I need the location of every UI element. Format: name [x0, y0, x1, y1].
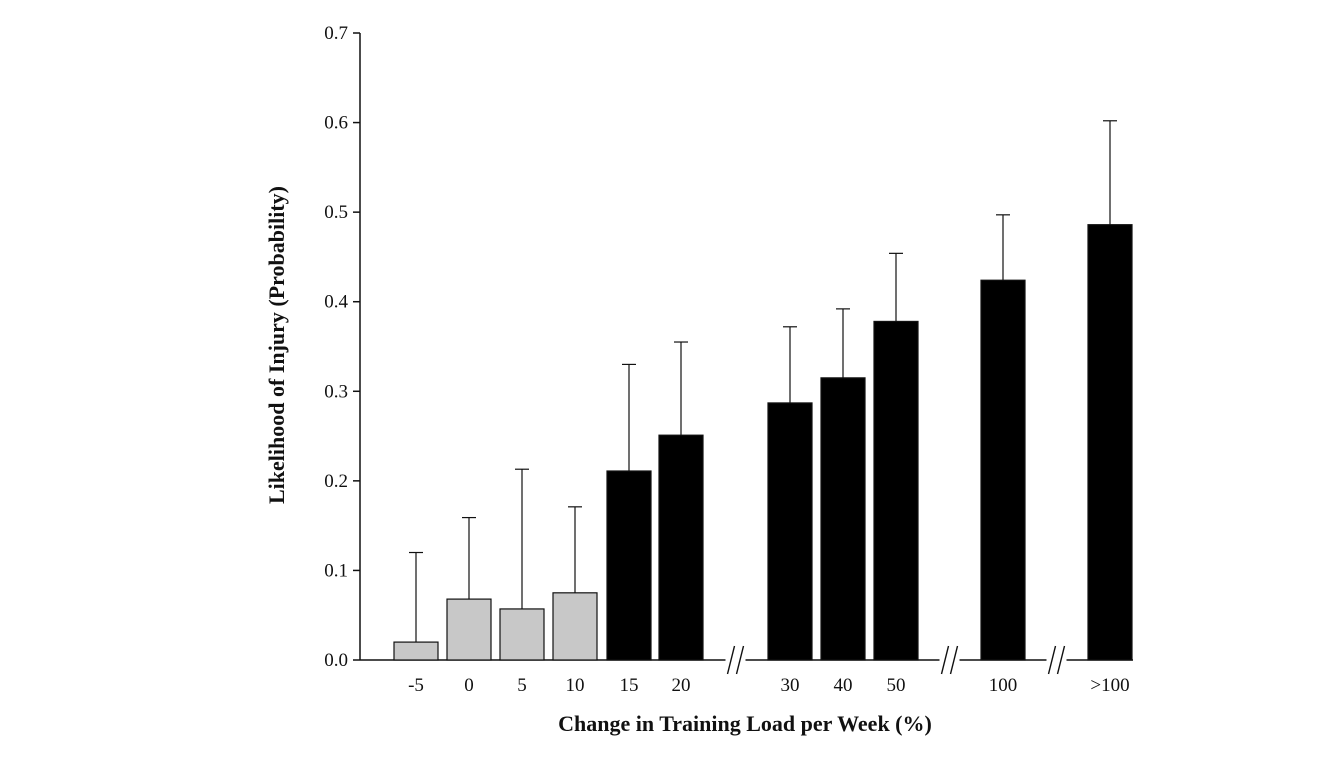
x-tick-label: 15 [620, 675, 639, 696]
x-tick-label: 100 [989, 675, 1018, 696]
bar-5 [499, 608, 545, 661]
x-tick-label: -5 [408, 675, 424, 696]
error-bars [409, 120, 1117, 643]
y-tick-label: 0.6 [324, 113, 348, 134]
x-tick-label: 0 [464, 675, 474, 696]
y-tick-label: 0.1 [324, 560, 348, 581]
x-tick-label: 10 [566, 675, 585, 696]
axis-break-mark [1046, 645, 1067, 675]
y-axis: 0.0 0.1 0.2 0.3 0.4 0.5 0.6 0.7 [324, 23, 361, 671]
y-tick-label: 0.5 [324, 202, 348, 223]
bar-100 [980, 279, 1026, 661]
y-tick-label: 0.4 [324, 292, 348, 313]
y-tick-label: 0.2 [324, 471, 348, 492]
x-axis-title: Change in Training Load per Week (%) [558, 711, 932, 736]
y-tick-label: 0.0 [324, 650, 348, 671]
axis-break-mark [725, 645, 746, 675]
x-tick-label: >100 [1090, 675, 1129, 696]
bars [393, 224, 1133, 661]
bar->100 [1087, 224, 1133, 661]
axis-break-mark [939, 645, 960, 675]
y-axis-title: Likelihood of Injury (Probability) [264, 186, 289, 504]
x-tick-label: 40 [834, 675, 853, 696]
bar-50 [873, 320, 919, 661]
bar--5 [393, 641, 439, 661]
x-tick-label: 5 [517, 675, 527, 696]
bar-20 [658, 434, 704, 661]
bar-10 [552, 592, 598, 661]
x-tick-label: 50 [887, 675, 906, 696]
bar-0 [446, 598, 492, 661]
x-axis: -5 0 5 10 15 20 30 40 50 100 >100 [360, 659, 1133, 696]
bar-30 [767, 402, 813, 661]
y-tick-label: 0.7 [324, 23, 348, 44]
bar-40 [820, 377, 866, 661]
y-tick-label: 0.3 [324, 381, 348, 402]
x-tick-label: 20 [672, 675, 691, 696]
x-tick-label: 30 [781, 675, 800, 696]
bar-15 [606, 470, 652, 661]
axis-breaks [725, 645, 1067, 675]
